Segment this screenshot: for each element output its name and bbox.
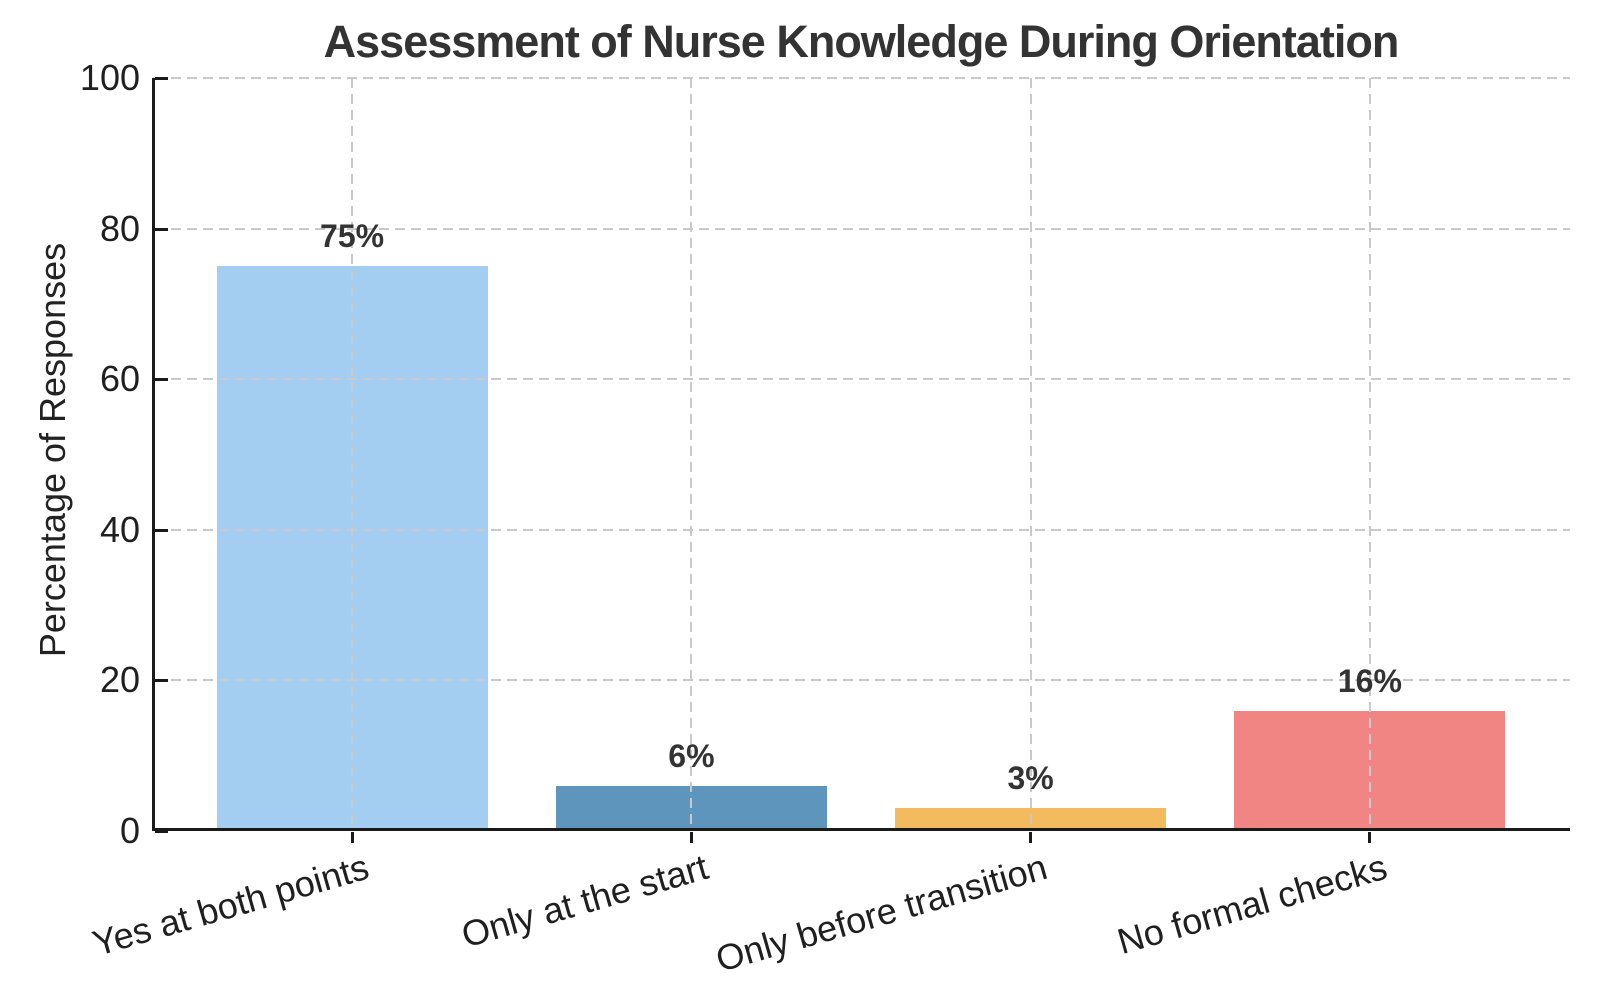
y-tick-mark — [155, 77, 168, 80]
y-tick-label: 60 — [99, 358, 140, 400]
y-tick-mark — [155, 227, 168, 231]
x-tick-label: No formal checks — [1112, 846, 1392, 963]
y-tick-label: 40 — [99, 508, 140, 550]
gridline-vertical — [1368, 78, 1371, 831]
plot-area — [152, 77, 1570, 843]
gridline-vertical — [351, 78, 354, 831]
x-tick-mark — [689, 832, 693, 843]
gridline-vertical — [690, 78, 693, 831]
y-axis-spine — [152, 78, 155, 831]
x-tick-label: Yes at both points — [88, 846, 374, 964]
y-tick-mark — [155, 378, 168, 382]
x-axis-spine — [152, 828, 1570, 831]
y-tick-label: 80 — [99, 207, 140, 249]
bar-value-label: 6% — [668, 737, 715, 774]
bar-value-label: 75% — [320, 218, 385, 255]
gridline-horizontal — [155, 77, 1570, 79]
y-tick-mark — [155, 679, 168, 683]
bar-value-label: 16% — [1337, 662, 1402, 699]
y-tick-mark — [155, 528, 168, 532]
y-tick-mark — [155, 830, 168, 833]
y-tick-label: 20 — [99, 659, 140, 701]
x-tick-label: Only before transition — [711, 846, 1052, 980]
x-tick-label: Only at the start — [457, 846, 713, 956]
x-tick-mark — [1368, 832, 1372, 843]
gridline-horizontal — [155, 227, 1570, 230]
gridline-horizontal — [155, 679, 1570, 682]
gridline-vertical — [1029, 78, 1032, 831]
y-tick-label: 100 — [79, 57, 140, 98]
bar-value-label: 3% — [1007, 760, 1054, 797]
gridline-horizontal — [155, 378, 1570, 381]
chart-title: Assessment of Nurse Knowledge During Ori… — [323, 16, 1400, 67]
x-tick-mark — [1029, 832, 1033, 843]
y-tick-label: 0 — [119, 810, 140, 851]
gridline-horizontal — [155, 528, 1570, 531]
y-axis-label: Percentage of Responses — [32, 242, 73, 658]
x-tick-mark — [350, 832, 354, 843]
